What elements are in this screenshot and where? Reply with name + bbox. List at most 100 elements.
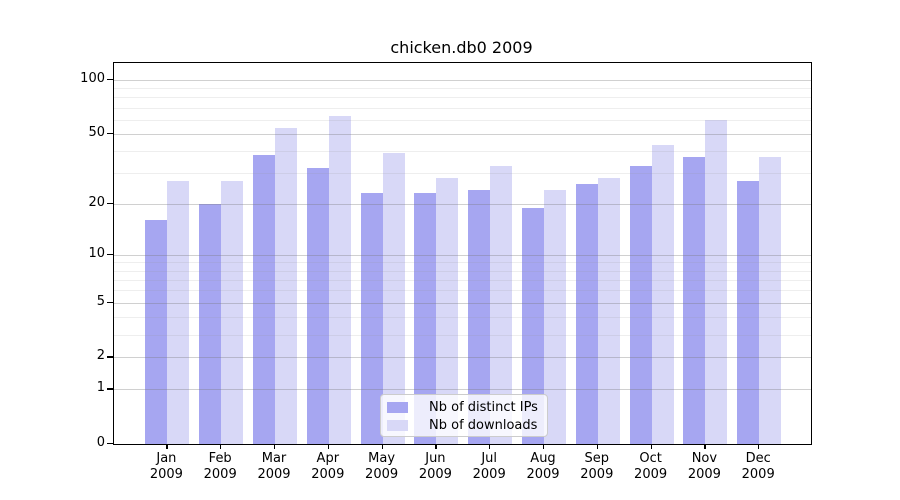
y-tick-label: 20 xyxy=(88,194,105,210)
x-tick-mark xyxy=(704,444,706,449)
x-tick-mark xyxy=(543,444,545,449)
legend: Nb of distinct IPs Nb of downloads xyxy=(380,394,548,437)
gridline-minor xyxy=(114,97,811,99)
x-tick-label: Nov 2009 xyxy=(672,451,736,483)
x-tick-year: 2009 xyxy=(580,467,614,482)
bar-distinct-ips xyxy=(683,156,706,444)
y-tick-label: 10 xyxy=(88,245,105,261)
y-tick-label: 100 xyxy=(80,70,105,86)
x-tick-label: Aug 2009 xyxy=(511,451,575,483)
x-tick-mark xyxy=(650,444,652,449)
x-tick-month: Jun xyxy=(425,451,446,466)
x-tick-year: 2009 xyxy=(418,467,452,482)
gridline-minor xyxy=(114,87,811,89)
bar-downloads xyxy=(221,181,244,444)
gridline-major xyxy=(114,79,811,81)
plot-area: Nb of distinct IPs Nb of downloads xyxy=(113,62,812,445)
y-tick-label: 5 xyxy=(96,293,105,309)
x-tick-month: Mar xyxy=(261,451,287,466)
bar-distinct-ips xyxy=(737,181,760,444)
chart-title: chicken.db0 2009 xyxy=(390,38,533,57)
x-tick-label: Apr 2009 xyxy=(296,451,360,483)
x-tick-mark xyxy=(596,444,599,449)
x-tick-month: Jan xyxy=(156,451,177,466)
y-tick-mark xyxy=(107,78,113,80)
x-tick-year: 2009 xyxy=(472,467,506,482)
x-tick-month: Oct xyxy=(639,451,662,466)
x-tick-label: Jul 2009 xyxy=(457,451,521,483)
bar-distinct-ips xyxy=(629,165,652,444)
x-tick-year: 2009 xyxy=(687,467,721,482)
bar-downloads xyxy=(436,178,459,444)
y-tick-mark xyxy=(107,253,113,255)
legend-label: Nb of downloads xyxy=(429,418,538,433)
bar-downloads xyxy=(382,152,405,444)
bar-distinct-ips xyxy=(522,207,544,444)
y-tick-mark xyxy=(107,132,113,134)
x-tick-mark xyxy=(274,444,276,449)
x-tick-month: Apr xyxy=(316,451,340,466)
x-tick-year: 2009 xyxy=(203,467,237,482)
x-tick-label: Mar 2009 xyxy=(242,451,306,483)
bar-distinct-ips xyxy=(253,154,275,444)
bar-downloads xyxy=(328,115,351,444)
x-tick-mark xyxy=(758,444,760,449)
y-tick-label: 1 xyxy=(96,380,105,396)
bar-downloads xyxy=(275,127,297,444)
x-tick-label: Dec 2009 xyxy=(726,451,790,483)
bar-downloads xyxy=(544,189,566,444)
bar-downloads xyxy=(705,119,728,444)
x-tick-year: 2009 xyxy=(741,467,775,482)
y-tick-mark xyxy=(107,301,113,303)
legend-label: Nb of distinct IPs xyxy=(429,400,538,415)
x-tick-month: Nov xyxy=(691,451,718,466)
bar-distinct-ips xyxy=(575,183,598,444)
bar-distinct-ips xyxy=(360,193,383,444)
x-tick-month: Jul xyxy=(481,451,498,466)
legend-item: Nb of downloads xyxy=(387,418,539,433)
y-tick-mark xyxy=(107,202,113,204)
x-tick-month: Dec xyxy=(745,451,771,466)
x-tick-mark xyxy=(220,444,222,449)
bar-distinct-ips xyxy=(414,193,437,444)
y-tick-mark xyxy=(107,356,113,358)
x-tick-mark xyxy=(327,444,330,449)
x-tick-month: Feb xyxy=(208,451,232,466)
bar-distinct-ips xyxy=(199,203,222,444)
x-tick-month: Sep xyxy=(584,451,610,466)
bar-downloads xyxy=(167,181,190,444)
x-tick-label: Jun 2009 xyxy=(403,451,467,483)
legend-swatch-downloads xyxy=(387,420,408,431)
bar-downloads xyxy=(759,156,782,444)
x-tick-mark xyxy=(489,444,491,449)
y-tick-label: 0 xyxy=(96,435,105,450)
x-tick-label: Jan 2009 xyxy=(134,451,198,483)
bar-distinct-ips xyxy=(145,220,168,444)
y-tick-label: 2 xyxy=(96,348,105,364)
bar-downloads xyxy=(597,178,620,444)
x-tick-year: 2009 xyxy=(149,467,183,482)
legend-item: Nb of distinct IPs xyxy=(387,400,539,415)
bar-downloads xyxy=(490,165,513,444)
x-tick-year: 2009 xyxy=(257,467,291,482)
y-tick-mark xyxy=(107,443,113,445)
y-tick-label: 50 xyxy=(88,124,105,140)
x-tick-month: May xyxy=(368,451,396,466)
x-tick-label: Sep 2009 xyxy=(565,451,629,483)
legend-swatch-distinct-ips xyxy=(387,402,408,413)
x-tick-label: Feb 2009 xyxy=(188,451,252,483)
bar-downloads xyxy=(651,145,674,444)
x-tick-year: 2009 xyxy=(634,467,668,482)
bar-distinct-ips xyxy=(306,168,329,444)
x-tick-month: Aug xyxy=(530,451,556,466)
y-tick-mark xyxy=(107,388,113,390)
bar-distinct-ips xyxy=(468,189,491,444)
x-tick-mark xyxy=(435,444,437,449)
x-tick-label: Oct 2009 xyxy=(619,451,683,483)
x-tick-mark xyxy=(381,444,383,449)
gridline-minor xyxy=(114,107,811,109)
x-tick-year: 2009 xyxy=(526,467,560,482)
x-tick-year: 2009 xyxy=(365,467,399,482)
x-tick-mark xyxy=(166,444,168,449)
